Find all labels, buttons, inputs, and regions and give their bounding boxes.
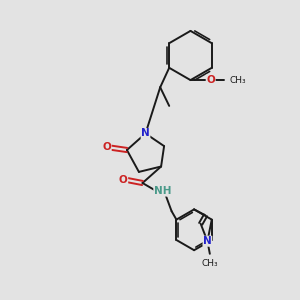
Text: CH₃: CH₃ <box>202 259 218 268</box>
Text: N: N <box>141 128 150 139</box>
Text: O: O <box>119 175 128 185</box>
Text: O: O <box>102 142 111 152</box>
Text: N: N <box>203 236 212 246</box>
Text: CH₃: CH₃ <box>230 76 246 85</box>
Text: NH: NH <box>154 186 171 196</box>
Text: O: O <box>206 75 215 85</box>
